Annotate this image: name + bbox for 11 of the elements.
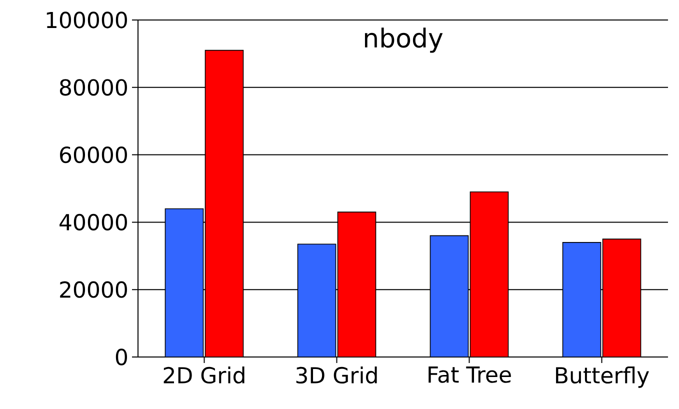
x-tick-label: 2D Grid [164,366,244,384]
y-tick-label: 60000 [60,146,127,164]
y-tick-label: 20000 [60,281,127,298]
y-tick-label: 80000 [60,79,127,96]
x-tick-label: Fat Tree [428,366,511,383]
chart-title: nbody [364,28,443,53]
x-tick-label: Butterfly [556,366,649,388]
x-tick-label: 3D Grid [296,366,377,384]
y-tick-label: 100000 [46,12,127,28]
y-tick-label: 40000 [60,214,127,231]
y-tick-label: 0 [116,348,127,366]
